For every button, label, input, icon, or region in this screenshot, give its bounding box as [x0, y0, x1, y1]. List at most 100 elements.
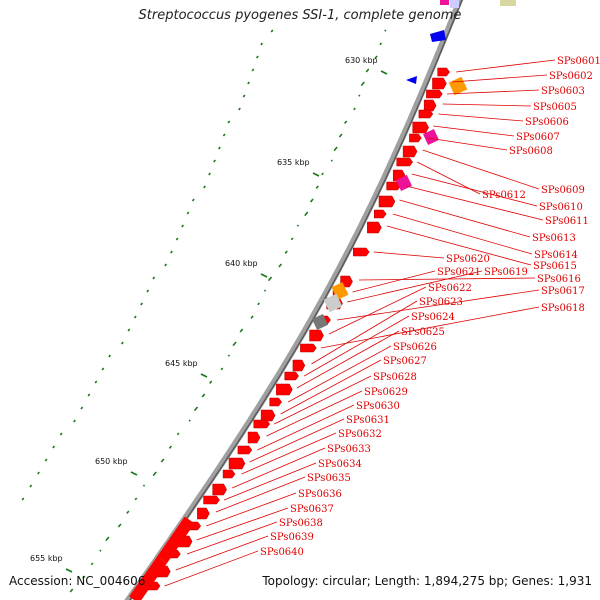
gc-tick — [127, 328, 131, 332]
gc-tick — [186, 211, 190, 215]
gc-tick — [82, 575, 86, 579]
leader-line — [446, 89, 540, 95]
gene-label: SPs0608 — [509, 146, 553, 157]
gc-tick — [160, 458, 165, 463]
kbp-tick — [260, 273, 268, 278]
gc-tick — [309, 198, 314, 203]
gene-label: SPs0633 — [327, 444, 371, 455]
gene-label: SPs0624 — [411, 312, 455, 323]
gene-label: SPs0612 — [482, 190, 526, 201]
gene-label: SPs0628 — [373, 372, 417, 383]
gc-tick — [304, 211, 309, 217]
gene-label: SPs0631 — [346, 415, 390, 426]
gc-tick — [232, 341, 237, 347]
gene-label: SPs0622 — [428, 283, 472, 294]
accession-label: Accession: NC_004606 — [9, 574, 146, 588]
gc-tick — [222, 133, 226, 137]
gc-tick — [315, 185, 319, 189]
leader-line — [206, 492, 297, 527]
gc-tick — [99, 549, 102, 552]
gc-tick — [227, 354, 231, 357]
gc-tick — [73, 419, 76, 423]
leader-line — [223, 462, 317, 501]
gene-arrow — [412, 121, 429, 134]
gc-tick — [360, 81, 365, 87]
gc-tick — [181, 224, 185, 228]
leader-line — [399, 199, 531, 238]
gc-tick — [94, 380, 98, 384]
kbp-scale: 630 kbp 635 kbp 640 kbp 645 kbp 650 kbp 655 k… — [30, 56, 388, 573]
gc-tick — [134, 497, 138, 501]
gc-tick — [21, 497, 25, 501]
gc-tick — [284, 250, 288, 254]
gene-label: SPs0625 — [401, 327, 445, 338]
leader-line — [186, 521, 278, 555]
map-title: Streptococcus pyogenes SSI-1, complete g… — [138, 8, 462, 23]
leader-line — [406, 185, 544, 221]
gene-label: SPs0620 — [446, 254, 490, 265]
gc-tick — [247, 81, 250, 85]
kbp-tick — [130, 471, 138, 476]
reverse-gene — [406, 76, 417, 84]
gene-label: SPs0638 — [279, 518, 323, 529]
gc-tick — [120, 341, 124, 345]
gc-tick — [80, 406, 84, 410]
gene-arrow — [378, 195, 396, 208]
gc-tick — [242, 94, 246, 98]
gene-label: SPs0619 — [484, 267, 528, 278]
leader-line — [320, 306, 540, 349]
gene-arrow — [212, 483, 227, 496]
gc-tick — [278, 263, 283, 268]
gc-tick — [267, 276, 273, 282]
gc-tick — [105, 536, 110, 542]
gene-label: SPs0603 — [541, 86, 585, 97]
gc-tick — [87, 393, 91, 397]
leader-line — [164, 550, 259, 587]
gc-tick — [117, 523, 122, 528]
gene-arrow — [292, 359, 306, 372]
leader-line — [232, 447, 326, 489]
gene-label: SPs0607 — [516, 132, 560, 143]
kbp-tick — [312, 172, 320, 177]
gene-arrow — [367, 221, 382, 234]
gc-tick — [168, 445, 173, 449]
gc-tick — [270, 29, 274, 33]
gene-label: SPs0610 — [539, 202, 583, 213]
feature-box-orange — [448, 76, 468, 96]
leader-line — [303, 315, 410, 377]
gene-label: SPs0630 — [356, 401, 400, 412]
gene-label: SPs0637 — [290, 504, 334, 515]
kbp-label: 655 kbp — [30, 554, 63, 563]
gc-tick — [208, 172, 211, 176]
gc-tick — [384, 29, 387, 32]
gene-arrow — [284, 371, 300, 381]
leader-line — [311, 300, 418, 365]
gene-arrow — [197, 507, 210, 520]
gene-arrow — [409, 133, 422, 143]
gene-arrow — [423, 99, 437, 112]
gene-segment — [157, 516, 195, 564]
gene-arrow — [203, 495, 220, 505]
leader-line — [433, 125, 515, 137]
gc-tick — [201, 393, 206, 398]
gene-label: SPs0614 — [534, 250, 578, 261]
feature-box-khaki — [500, 0, 516, 6]
gc-tick — [152, 276, 156, 280]
leader-line — [456, 59, 556, 73]
gene-arrow — [269, 397, 282, 407]
gene-arrow — [222, 469, 236, 479]
gene-arrow — [237, 445, 253, 455]
gc-tick — [209, 380, 213, 384]
leader-line — [427, 137, 508, 151]
gc-tick — [69, 588, 74, 593]
gc-tick — [170, 250, 173, 254]
gene-label: SPs0621 — [437, 267, 481, 278]
gene-arrow — [396, 157, 413, 167]
gc-tick — [250, 315, 254, 319]
gc-content-track — [21, 29, 387, 593]
gene-arrow — [247, 431, 261, 444]
feature-box-gray — [312, 314, 328, 330]
gc-tick — [44, 458, 48, 462]
gene-label: SPs0611 — [545, 216, 589, 227]
